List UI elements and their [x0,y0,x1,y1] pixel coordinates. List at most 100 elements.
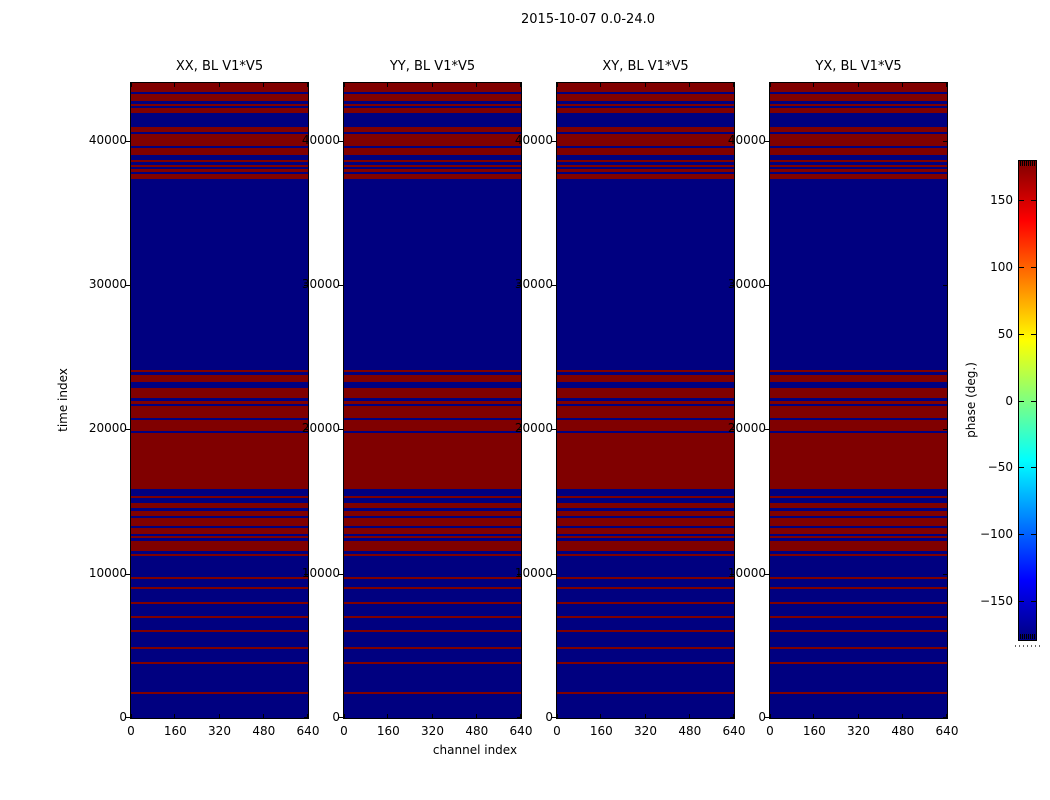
colorbar-gradient [1018,160,1037,641]
phase-band [131,587,308,589]
y-tick-label: 10000 [88,565,127,580]
y-tick-mark [517,140,521,142]
colorbar-tick-mark [1031,333,1036,335]
phase-band [344,401,521,404]
phase-band [557,587,734,589]
y-tick-mark [730,285,734,286]
y-tick-mark [551,573,556,575]
phase-band [770,616,947,618]
colorbar-tick-mark [1019,400,1024,402]
x-tick-mark [901,83,903,87]
x-tick-mark [557,714,558,718]
x-tick-mark [344,83,345,87]
y-tick-mark [338,717,343,718]
figure-title: 2015-10-07 0.0-24.0 [521,12,655,27]
y-tick-label: 30000 [88,277,127,291]
phase-band [770,370,947,372]
phase-band [344,406,521,418]
phase-band [344,616,521,618]
y-tick-label: 20000 [88,421,127,436]
x-tick-mark [262,714,264,718]
colorbar-tick-mark [1031,467,1036,469]
phase-band [557,602,734,604]
y-tick-mark [338,285,343,286]
phase-band [557,387,734,398]
x-tick-mark [946,714,947,718]
colorbar-minor-mark [1030,634,1031,639]
y-tick-mark [125,429,130,431]
colorbar-label: phase (deg.) [964,362,978,438]
y-tick-mark [304,285,308,286]
phase-band [557,692,734,694]
x-tick-mark [174,714,176,718]
y-tick-mark [338,429,343,431]
phase-band [131,375,308,383]
colorbar-tick-label: −150 [980,593,1013,608]
x-tick-mark [688,714,690,718]
phase-band [770,647,947,649]
phase-band [131,387,308,398]
phase-band [131,503,308,509]
phase-band [770,387,947,398]
phase-band [344,511,521,516]
colorbar-tick-mark [1031,400,1036,402]
panel-title-2: XY, BL V1*V5 [602,59,689,74]
colorbar-minor-mark [1020,161,1021,166]
x-tick-label: 0 [766,724,774,738]
colorbar-minor-mark [1028,161,1029,166]
x-tick-mark [520,83,521,87]
y-tick-mark [304,429,308,431]
phase-band [770,554,947,556]
phase-band [557,169,734,172]
phase-band [131,630,308,632]
x-tick-mark [131,83,132,87]
x-tick-mark [387,714,389,718]
colorbar-minor-mark [1026,161,1027,166]
x-tick-label: 480 [465,724,489,738]
y-tick-mark [764,717,769,718]
phase-band [770,541,947,552]
y-tick-mark [125,573,130,575]
y-tick-mark [764,140,769,142]
phase-band [557,630,734,632]
phase-band [344,647,521,649]
phase-band [770,420,947,431]
x-tick-mark [644,714,646,718]
phase-band [131,94,308,102]
phase-band [131,148,308,155]
phase-band [344,173,521,179]
phase-band [770,83,947,92]
colorbar-below-dots [1015,645,1040,647]
phase-band [557,503,734,509]
y-tick-mark [730,573,734,575]
phase-band [344,133,521,146]
y-tick-mark [764,429,769,431]
phase-band [557,127,734,132]
phase-band [557,133,734,146]
phase-band [557,577,734,579]
phase-band [344,420,521,431]
x-tick-mark [174,83,176,87]
x-tick-mark [344,714,345,718]
phase-band [770,692,947,694]
phase-band [344,541,521,552]
y-tick-mark [304,140,308,142]
phase-band [131,692,308,694]
x-tick-label: 480 [252,724,276,738]
phase-band [131,554,308,556]
colorbar-tick-mark [1019,333,1024,335]
phase-band [557,433,734,489]
phase-band [557,511,734,516]
phase-band [770,133,947,146]
y-tick-mark [125,717,130,718]
phase-band [770,536,947,538]
y-tick-label: 20000 [514,421,553,436]
phase-band [344,587,521,589]
y-tick-label: 40000 [727,132,766,147]
phase-band [131,160,308,163]
phase-band [344,375,521,383]
colorbar-tick-label: −50 [987,460,1013,475]
y-tick-label: 30000 [727,277,766,291]
x-tick-mark [387,83,389,87]
